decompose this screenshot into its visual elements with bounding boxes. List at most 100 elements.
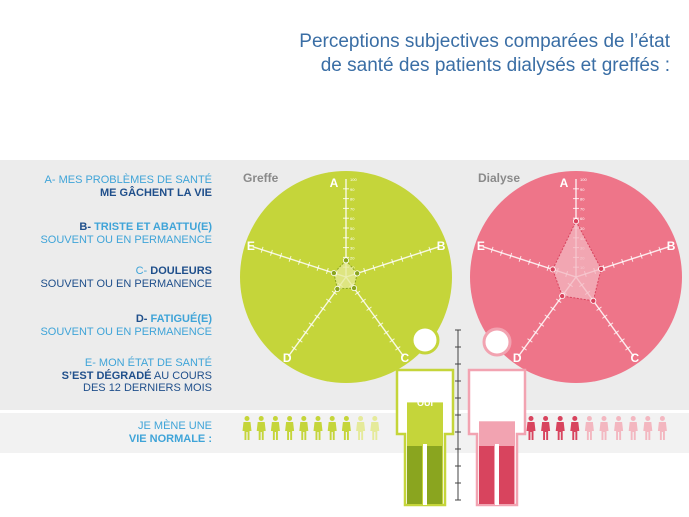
person-icon-greffe [299,416,309,440]
radar-tick [391,258,395,265]
person-icon-dialyse [643,416,653,440]
page-title: Perceptions subjectives comparées de l’é… [150,30,670,78]
radar-scale-label: 30 [350,246,355,251]
big-figure-percent: 62 [483,376,506,399]
person-head [329,416,335,421]
label-d-line2: SOUVENT OU EN PERMANENCE [40,325,212,338]
radar-tick [297,258,301,265]
big-figure-head [482,327,512,357]
radar-tick [538,322,545,327]
label-b-key: TRISTE ET ABATTU(E) [94,221,212,233]
label-d-prefix: D- [135,313,151,325]
person-body [242,422,252,440]
person-head [315,416,321,421]
radar-scale-label: 90 [350,187,355,192]
radar-tick [500,249,503,256]
radar-point-D [334,285,341,292]
label-a-line1: A- MES PROBLÈMES DE SANTÉ [44,174,212,186]
radar-tick [395,346,401,351]
radar-polygon-dialyse [552,220,602,302]
person-head [586,416,592,421]
label-c-prefix: C- [135,265,151,277]
radar-tick [428,246,432,253]
radar-axis-label-A: A [330,176,339,190]
label-b: B- TRISTE ET ABATTU(E) SOUVENT OU EN PER… [40,221,212,246]
radar-dialyse: DialyseABCDE100908070605040302010 [470,171,682,383]
greffe-leg-right [427,446,442,504]
radar-tick [320,306,326,311]
radar-tick [288,255,292,262]
label-a-line2: ME GÂCHENT LA VIE [99,186,212,199]
radar-scale-label: 70 [580,206,585,211]
radar-tick [400,255,404,262]
radar-tick [544,314,550,319]
radar-axis-label-C: C [630,351,639,365]
label-a: A- MES PROBLÈMES DE SANTÉ ME GÂCHENT LA … [45,174,212,199]
radar-scale-label: 60 [350,216,355,221]
radar-tick [377,322,384,327]
person-head [557,416,563,421]
radar-scale-label: 100 [350,177,357,182]
big-figure-unit: % [511,372,520,383]
person-icon-greffe [313,416,323,440]
radar-tick [621,258,625,265]
label-e-suffix: AU COURS [151,369,212,382]
radar-title-greffe: Greffe [243,171,279,185]
person-head [358,416,364,421]
radar-point-A [573,218,580,225]
radar-scale-label: 70 [350,206,355,211]
radar-scale-label: 40 [350,236,355,241]
person-body [599,422,609,440]
person-head [659,416,665,421]
label-b-line2: SOUVENT OU EN PERMANENCE [40,233,212,246]
person-body [526,422,536,440]
person-body [327,422,337,440]
person-icon-greffe [356,416,366,440]
radar-axis-label-B: B [667,239,676,253]
person-head [572,416,578,421]
radar-axis-label-E: E [247,239,255,253]
radar-point-D [559,293,566,300]
label-e-key: S’EST DÉGRADÉ [61,369,152,382]
person-icon-dialyse [657,416,667,440]
radar-tick [372,264,376,271]
radar-tick [630,255,634,262]
person-body [341,422,351,440]
radar-tick [613,330,620,335]
radar-axis-label-D: D [283,351,292,365]
person-head [343,416,349,421]
radar-tick [325,298,332,303]
person-body [270,422,280,440]
radar-tick [611,261,615,268]
radar-tick [308,322,315,327]
radar-tick [302,330,309,335]
radar-point-A [342,257,349,264]
big-figure-legs-gap [495,444,499,505]
radar-tick [602,314,608,319]
person-head [301,416,307,421]
radar-tick [419,249,422,256]
person-head [645,416,651,421]
big-figure-scale [455,329,461,501]
big-figure-unit: % [439,372,448,383]
person-icon-dialyse [570,416,580,440]
radar-point-E [330,270,337,277]
radar-scale-label: 80 [580,197,585,202]
radar-scale-label: 50 [350,226,355,231]
label-c: C- DOULEURS SOUVENT OU EN PERMANENCE [40,265,212,290]
person-body [614,422,624,440]
radar-tick [307,261,311,268]
label-normal-line1: JE MÈNE UNE [138,420,212,432]
person-body [584,422,594,440]
big-figure-dialyse-legs [479,446,514,504]
person-body [555,422,565,440]
radar-tick [546,264,550,271]
person-icon-dialyse [541,416,551,440]
person-head [244,416,250,421]
person-head [543,416,549,421]
person-body [313,422,323,440]
big-figure-legs-gap [423,444,427,505]
person-icon-dialyse [614,416,624,440]
radar-axis-label-C: C [400,351,409,365]
